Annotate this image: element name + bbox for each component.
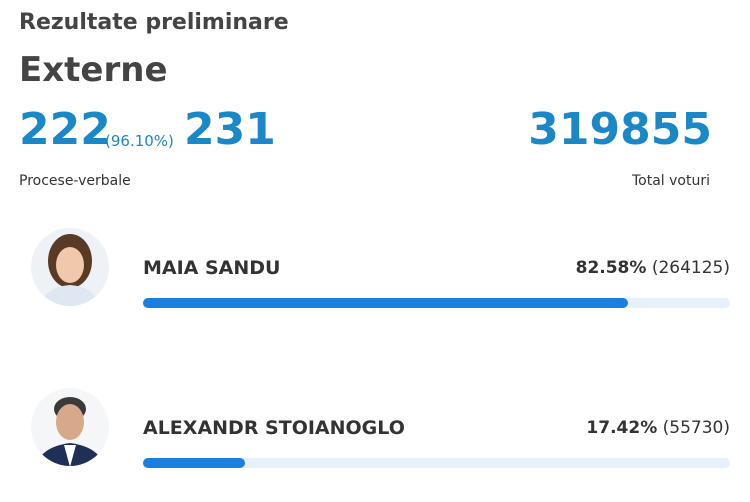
total: 231 xyxy=(184,104,276,155)
progress-track xyxy=(143,458,730,468)
candidate-name: ALEXANDR STOIANOGLO xyxy=(143,417,405,439)
candidate-photo xyxy=(31,388,109,466)
progress-bar xyxy=(143,298,628,308)
title: Rezultate preliminare xyxy=(19,10,289,35)
candidate-result: 17.42% (55730) xyxy=(586,418,730,438)
subtitle: Externe xyxy=(19,50,168,90)
counted-label: Procese-verbale xyxy=(19,173,131,189)
counted: 222 xyxy=(19,104,111,155)
candidate-result: 82.58% (264125) xyxy=(576,258,730,278)
candidate-percent: 82.58% xyxy=(575,258,647,278)
candidate-name: MAIA SANDU xyxy=(143,257,281,279)
progress-track xyxy=(143,298,730,308)
candidate-photo xyxy=(31,228,109,306)
progress-bar xyxy=(143,458,246,468)
candidate-votes: (55730) xyxy=(662,418,730,438)
counted-percent: (96.10%) xyxy=(105,132,174,150)
candidate-votes: (264125) xyxy=(651,258,730,278)
candidate-percent: 17.42% xyxy=(586,418,658,438)
total-votes: 319855 xyxy=(528,104,712,155)
total-votes-label: Total voturi xyxy=(631,173,710,189)
